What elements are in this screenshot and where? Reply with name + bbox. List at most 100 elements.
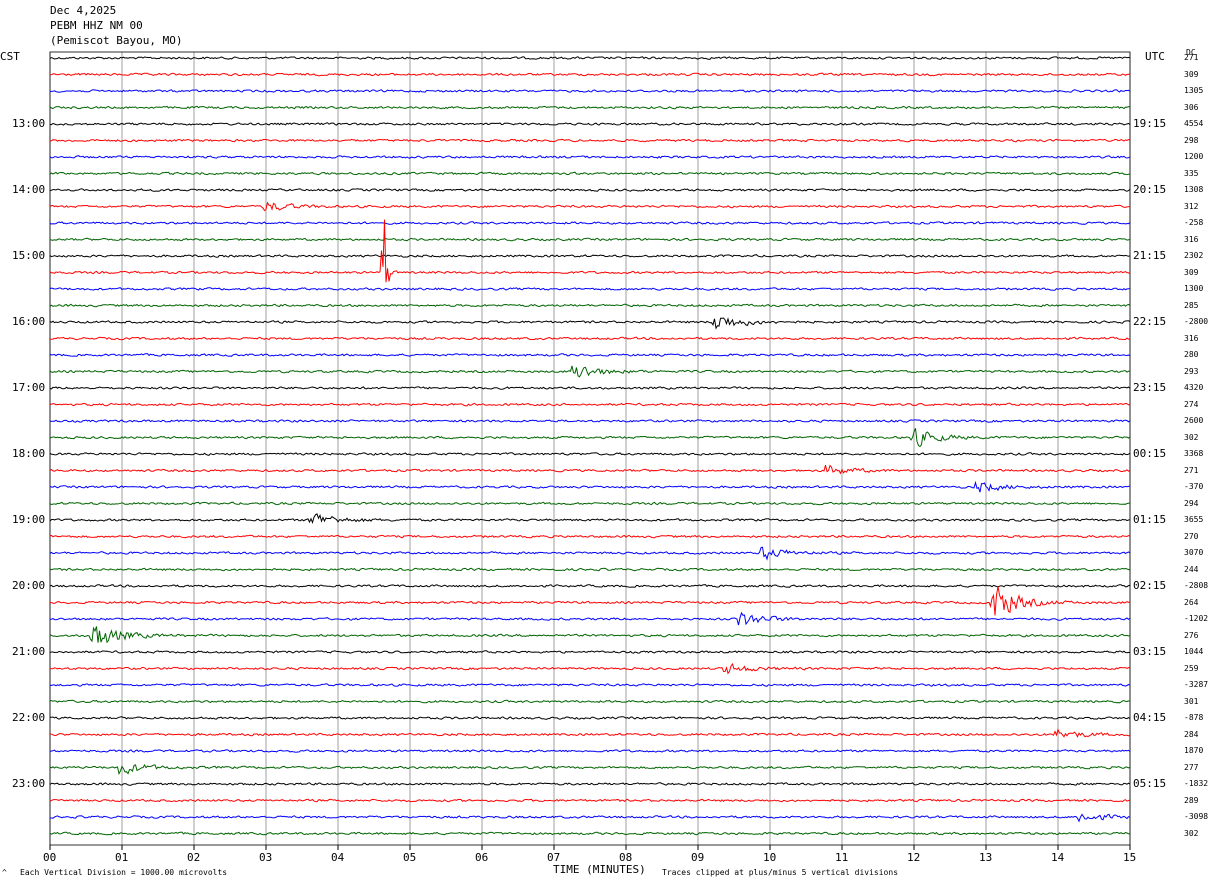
trace-45: [49, 798, 1131, 803]
x-tick-label-04: 04: [331, 851, 345, 864]
dc-offset-label: 293: [1184, 366, 1199, 376]
trace-17: [50, 336, 1131, 341]
x-tick-label-08: 08: [619, 851, 633, 864]
trace-7: [49, 171, 1131, 176]
dc-offset-label: 335: [1184, 168, 1199, 178]
left-hour-label: 13:00: [12, 117, 46, 130]
right-hour-label: 23:15: [1133, 381, 1167, 394]
trace-28: [49, 513, 1131, 525]
x-axis-ticks: [49, 845, 1131, 850]
dc-offset-label: 3655: [1184, 515, 1204, 524]
right-hour-label: 02:15: [1133, 579, 1167, 592]
trace-40: [49, 716, 1131, 720]
trace-0: [49, 56, 1131, 60]
right-hour-label: 22:15: [1133, 315, 1167, 328]
division-note: Each Vertical Division = 1000.00 microvo…: [20, 868, 228, 877]
dc-offset-label: 271: [1184, 53, 1199, 62]
trace-16: [49, 317, 1131, 330]
dc-offset-label: 274: [1184, 399, 1199, 409]
dc-offset-label: 1044: [1184, 647, 1204, 656]
left-hour-label: 15:00: [12, 249, 46, 262]
dc-offset-label: 302: [1184, 828, 1199, 838]
dc-offset-label: 2600: [1184, 416, 1204, 425]
x-tick-label-06: 06: [475, 851, 489, 864]
x-tick-label-14: 14: [1051, 851, 1065, 864]
right-timezone-label: UTC: [1145, 50, 1165, 63]
trace-11: [49, 237, 1131, 242]
trace-5: [49, 138, 1131, 143]
dc-offset-label: -258: [1184, 218, 1204, 227]
dc-offset-label: -3287: [1184, 680, 1209, 689]
dc-offset-label: 285: [1184, 300, 1199, 310]
trace-44: [49, 782, 1131, 786]
trace-47: [49, 831, 1131, 836]
dc-offset-label: -2800: [1184, 317, 1209, 326]
trace-8: [49, 188, 1131, 192]
trace-15: [49, 303, 1131, 308]
trace-2: [50, 89, 1131, 93]
trace-35: [49, 626, 1131, 644]
dc-offset-label: 1300: [1184, 284, 1204, 293]
dc-offset-label: 309: [1184, 69, 1199, 79]
trace-33: [49, 586, 1131, 616]
left-hour-label: 22:00: [12, 711, 46, 724]
x-tick-label-05: 05: [403, 851, 417, 864]
left-hour-label: 14:00: [12, 183, 46, 196]
dc-offset-label: 4320: [1184, 383, 1204, 392]
trace-27: [49, 501, 1131, 506]
dc-offset-label: 3070: [1184, 548, 1204, 557]
trace-22: [49, 419, 1131, 423]
x-tick-label-01: 01: [115, 851, 129, 864]
trace-31: [49, 567, 1131, 572]
dc-offset-label: 309: [1184, 267, 1199, 277]
x-tick-label-00: 00: [43, 851, 57, 864]
left-hour-label: 20:00: [12, 579, 46, 592]
left-hour-label: 16:00: [12, 315, 46, 328]
trace-29: [49, 534, 1131, 539]
dc-offset-label: 276: [1184, 630, 1199, 640]
x-axis-title: TIME (MINUTES): [553, 863, 646, 876]
right-hour-label: 04:15: [1133, 711, 1167, 724]
dc-offset-label: 271: [1184, 465, 1199, 475]
trace-38: [49, 683, 1131, 687]
trace-14: [49, 287, 1131, 291]
trace-10: [49, 221, 1131, 225]
x-tick-label-15: 15: [1123, 851, 1137, 864]
dc-offset-label: -370: [1184, 482, 1204, 491]
trace-13: [49, 219, 1131, 283]
dc-offset-label: 270: [1184, 531, 1199, 541]
right-hour-label: 19:15: [1133, 117, 1167, 130]
trace-24: [49, 452, 1131, 456]
dc-offset-label: 294: [1184, 498, 1199, 508]
trace-12: [49, 254, 1131, 258]
trace-43: [49, 763, 1131, 776]
dc-offset-label: 1870: [1184, 746, 1204, 755]
plot-frame: [49, 51, 1131, 846]
trace-41: [49, 728, 1131, 738]
dc-offset-label: 289: [1184, 795, 1199, 805]
dc-offset-label: 3368: [1184, 449, 1204, 458]
trace-30: [49, 546, 1131, 561]
trace-37: [49, 662, 1131, 675]
trace-1: [49, 72, 1131, 77]
trace-4: [49, 122, 1131, 126]
left-hour-label: 18:00: [12, 447, 46, 460]
x-tick-label-02: 02: [187, 851, 201, 864]
x-tick-label-13: 13: [979, 851, 993, 864]
right-hour-label: 20:15: [1133, 183, 1167, 196]
left-hour-label: 19:00: [12, 513, 46, 526]
trace-group: [49, 56, 1131, 836]
left-hour-label: 17:00: [12, 381, 46, 394]
trace-25: [49, 464, 1131, 475]
dc-offset-label: 298: [1184, 135, 1199, 145]
trace-19: [49, 365, 1131, 378]
x-tick-label-03: 03: [259, 851, 273, 864]
trace-23: [49, 428, 1131, 448]
left-timezone-label: CST: [0, 50, 20, 63]
dc-offset-label: -3098: [1184, 812, 1209, 821]
header-date: Dec 4,2025: [50, 4, 117, 17]
trace-32: [49, 584, 1131, 588]
trace-34: [49, 611, 1131, 626]
dc-heading: DC: [1186, 48, 1196, 57]
dc-offset-label: 277: [1184, 762, 1199, 772]
